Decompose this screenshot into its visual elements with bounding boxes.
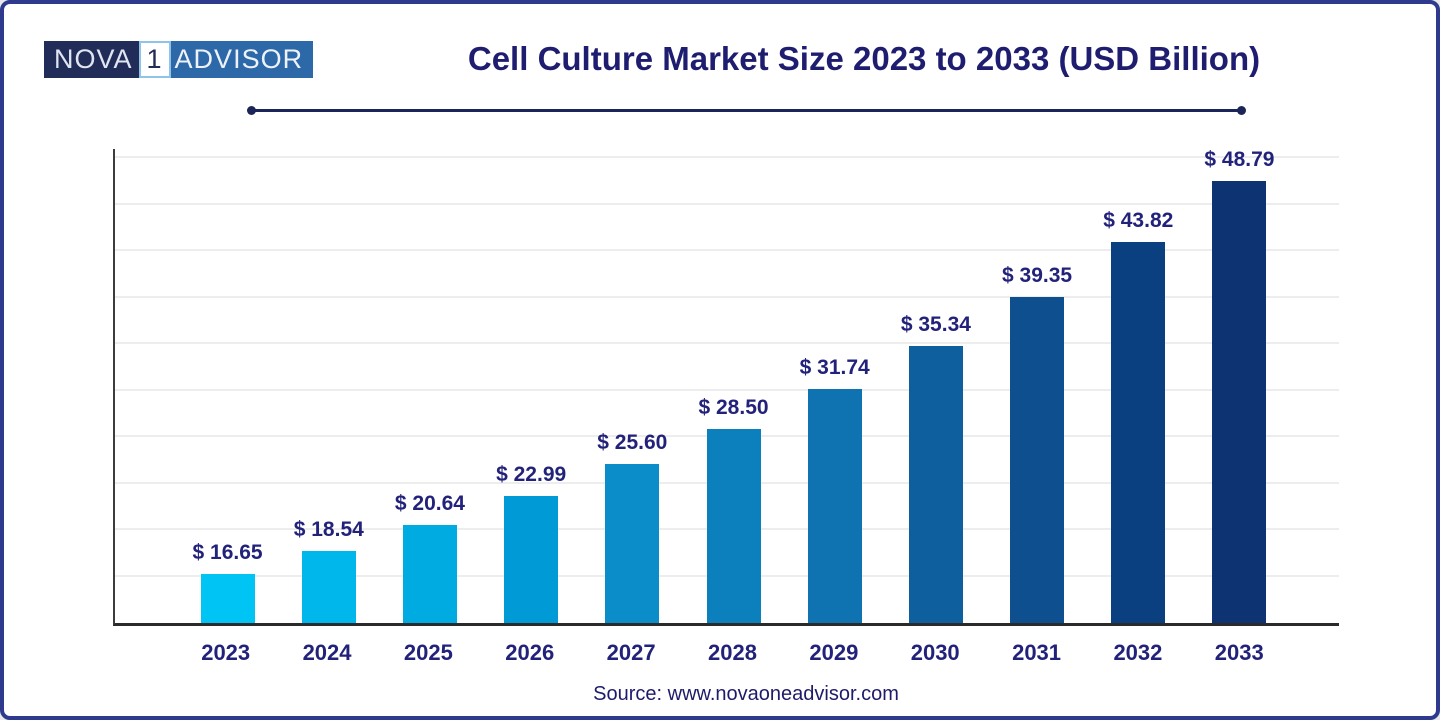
x-axis-label-2033: 2033 (1214, 640, 1264, 665)
bar-value-label: $ 48.79 (1204, 148, 1275, 171)
source-text: Source: www.novaoneadvisor.com (593, 683, 899, 705)
bar-value-label: $ 18.54 (293, 518, 364, 541)
x-axis-label-2030: 2030 (910, 640, 960, 665)
bar-value-label: $ 16.65 (192, 541, 263, 564)
bar-2028 (706, 429, 761, 623)
bar-value-label: $ 31.74 (799, 356, 870, 379)
bar-value-label: $ 28.50 (698, 396, 769, 419)
bar-column-2027: $ 25.60 (582, 431, 683, 623)
gridline (115, 249, 1339, 251)
gridline (115, 202, 1339, 205)
x-axis-label-2028: 2028 (708, 640, 757, 665)
bar-series: $ 16.65 $ 18.54 $ 20.64 $ 22.99 $ 25.60 $ 28.… (115, 148, 1339, 623)
bar-column-2031: $ 39.35 (987, 264, 1088, 623)
x-axis-label-2032: 2032 (1113, 640, 1163, 665)
bar-value-label: $ 25.60 (597, 431, 668, 454)
bar-value-label: $ 35.34 (900, 313, 971, 336)
x-axis-label-2026: 2026 (505, 640, 555, 665)
bar-2031 (1010, 297, 1065, 623)
x-axis-label-2023: 2023 (201, 640, 251, 665)
bar-2027 (605, 464, 660, 623)
x-axis-label-2024: 2024 (302, 640, 352, 665)
bar-2025 (402, 525, 457, 623)
bar-2029 (807, 389, 862, 623)
x-axis-label-2025: 2025 (403, 640, 453, 665)
bar-column-2032: $ 43.82 (1088, 209, 1189, 623)
gridline (115, 388, 1339, 391)
gridline (115, 342, 1339, 344)
title-underline (247, 106, 1246, 115)
bar-value-label: $ 39.35 (1002, 264, 1073, 287)
bar-column-2024: $ 18.54 (278, 518, 379, 623)
x-axis-label-2029: 2029 (809, 640, 859, 665)
bar-column-2025: $ 20.64 (379, 492, 480, 623)
x-axis-label-2027: 2027 (606, 640, 656, 665)
bar-column-2030: $ 35.34 (885, 313, 986, 623)
gridline (115, 156, 1339, 158)
plot-area: $ 16.65 $ 18.54 $ 20.64 $ 22.99 $ 25.60 $ 28.… (113, 148, 1339, 626)
bar-column-2028: $ 28.50 (683, 396, 784, 623)
bar-2023 (200, 574, 255, 623)
bar-value-label: $ 22.99 (496, 463, 567, 486)
bar-2030 (908, 346, 963, 623)
bar-value-label: $ 20.64 (394, 492, 465, 515)
nova-one-advisor-logo: NOVA 1 ADVISOR (44, 41, 314, 78)
bar-2032 (1111, 242, 1166, 623)
bar-column-2033: $ 48.79 (1189, 148, 1290, 623)
bar-column-2026: $ 22.99 (481, 463, 582, 623)
x-axis-label-2031: 2031 (1012, 640, 1062, 665)
bar-2033 (1212, 181, 1267, 623)
chart-title: Cell Culture Market Size 2023 to 2033 (U… (467, 40, 1261, 77)
x-axis-labels: 2023 2024 2025 2026 2027 2028 2029 2030 2031 2032… (113, 640, 1339, 666)
bar-column-2029: $ 31.74 (784, 356, 885, 623)
logo-number-one: 1 (138, 41, 171, 78)
bar-column-2023: $ 16.65 (177, 541, 278, 623)
logo-text-advisor: ADVISOR (170, 41, 314, 78)
bar-value-label: $ 43.82 (1103, 209, 1174, 232)
bar-2024 (301, 551, 356, 623)
logo-text-nova: NOVA (44, 41, 139, 78)
bar-2026 (504, 496, 559, 623)
gridline (115, 295, 1339, 298)
